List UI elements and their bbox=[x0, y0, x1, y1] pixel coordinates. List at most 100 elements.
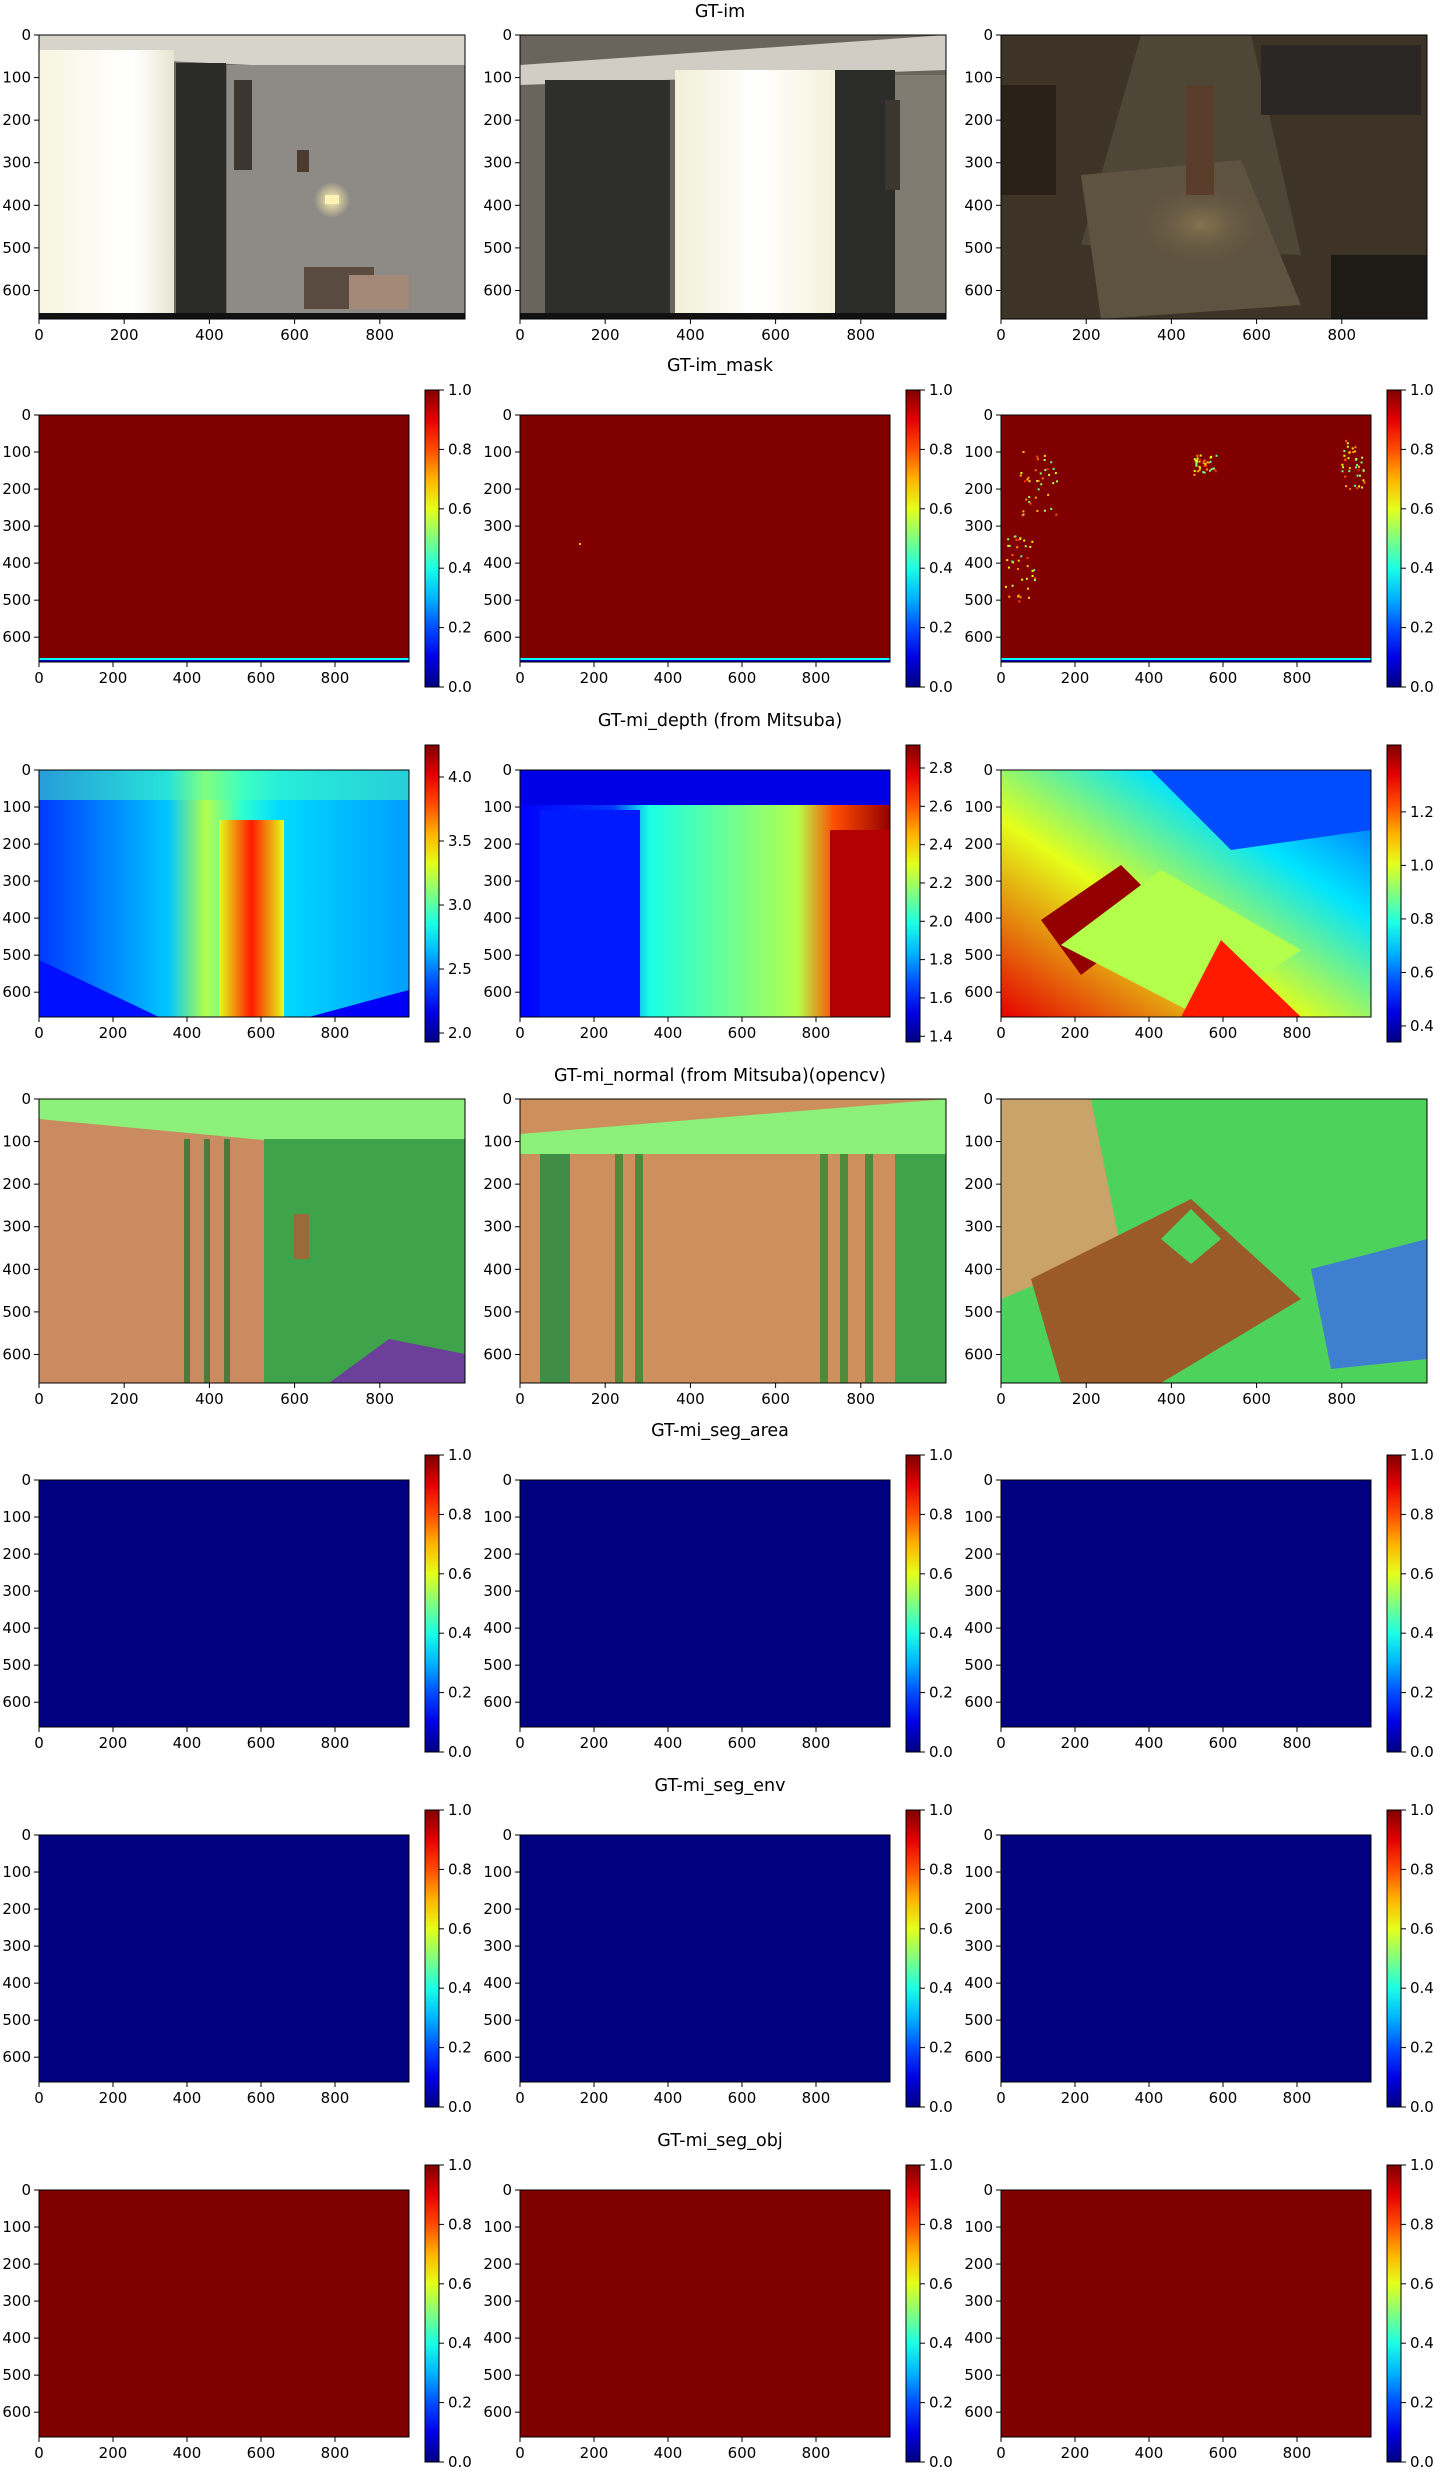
x-tick-label: 400 bbox=[173, 2444, 202, 2462]
colorbar-tick-label: 0.8 bbox=[929, 1505, 953, 1523]
y-tick-label: 0 bbox=[502, 406, 512, 424]
colorbar-tick-label: 1.0 bbox=[929, 2156, 953, 2174]
panel-image bbox=[39, 1480, 409, 1727]
x-tick-label: 200 bbox=[580, 2444, 609, 2462]
colorbar: 1.4 1.6 1.8 2.0 2.2 2.4 2.6 2.8 bbox=[905, 744, 953, 1045]
y-tick-label: 0 bbox=[983, 2181, 993, 2199]
subplot-panel: 0 200 400 600 80001002003004005006000.00.20.… bbox=[2, 1801, 472, 2116]
y-tick-label: 500 bbox=[2, 1656, 31, 1674]
colorbar: 0.0 0.2 0.4 0.6 0.8 1.0 bbox=[905, 1801, 953, 2116]
colorbar-tick-label: 1.2 bbox=[1410, 803, 1434, 821]
axes-frame bbox=[38, 1479, 410, 1728]
colorbar-tick-label: 0.2 bbox=[448, 619, 472, 637]
y-tick-label: 100 bbox=[964, 798, 993, 816]
colorbar-tick-label: 0.4 bbox=[448, 559, 472, 577]
y-tick-label: 400 bbox=[483, 909, 512, 927]
x-tick-label: 200 bbox=[1061, 2444, 1090, 2462]
colorbar-tick-label: 0.6 bbox=[1410, 1565, 1434, 1583]
colorbar-ramp bbox=[905, 744, 921, 1043]
y-tick-label: 500 bbox=[483, 2366, 512, 2384]
x-tick-label: 400 bbox=[1135, 1024, 1164, 1042]
x-tick-label: 800 bbox=[321, 2089, 350, 2107]
y-tick-label: 0 bbox=[21, 761, 31, 779]
x-tick-label: 200 bbox=[591, 1390, 620, 1408]
colorbar-tick-label: 0.6 bbox=[929, 500, 953, 518]
subplot-panel: 0 200 400 600 80001002003004005006000.00.20.… bbox=[964, 381, 1434, 696]
x-tick-label: 800 bbox=[321, 669, 350, 687]
colorbar-tick-label: 0.8 bbox=[929, 440, 953, 458]
x-tick-label: 0 bbox=[996, 1024, 1006, 1042]
y-tick-label: 200 bbox=[483, 1545, 512, 1563]
colorbar-tick-label: 2.0 bbox=[448, 1024, 472, 1042]
y-tick-label: 400 bbox=[483, 196, 512, 214]
panel-image bbox=[1001, 415, 1371, 662]
colorbar: 0.0 0.2 0.4 0.6 0.8 1.0 bbox=[424, 2156, 472, 2471]
x-tick-label: 400 bbox=[173, 1734, 202, 1752]
x-tick-label: 600 bbox=[1209, 669, 1238, 687]
axes-frame bbox=[519, 34, 947, 320]
x-tick-label: 200 bbox=[99, 2089, 128, 2107]
y-tick-label: 300 bbox=[964, 517, 993, 535]
x-tick-label: 200 bbox=[110, 326, 139, 344]
subplot-panel: 0 200 400 600 80001002003004005006000.00.20.… bbox=[483, 381, 953, 696]
axes-frame bbox=[1000, 1834, 1372, 2083]
y-tick-label: 600 bbox=[964, 2048, 993, 2066]
y-tick-label: 200 bbox=[2, 2255, 31, 2273]
y-tick-label: 500 bbox=[2, 2011, 31, 2029]
y-tick-label: 400 bbox=[2, 1260, 31, 1278]
colorbar-tick-label: 0.0 bbox=[929, 2098, 953, 2116]
colorbar: 0.0 0.2 0.4 0.6 0.8 1.0 bbox=[424, 381, 472, 696]
y-tick-label: 0 bbox=[502, 2181, 512, 2199]
y-tick-label: 200 bbox=[964, 480, 993, 498]
colorbar-tick-label: 0.6 bbox=[1410, 500, 1434, 518]
subplot-panel: 0 200 400 600 800 0 100 200 300 400 500 600 bbox=[483, 1090, 947, 1408]
x-tick-label: 0 bbox=[515, 2089, 525, 2107]
x-tick-label: 600 bbox=[1209, 2444, 1238, 2462]
panel-image bbox=[1001, 35, 1427, 319]
y-tick-label: 100 bbox=[2, 69, 31, 87]
panel-image bbox=[1001, 2190, 1371, 2437]
axes-frame bbox=[38, 34, 466, 320]
y-tick-label: 500 bbox=[964, 2366, 993, 2384]
y-tick-label: 400 bbox=[964, 909, 993, 927]
colorbar-tick-label: 0.0 bbox=[1410, 1743, 1434, 1761]
colorbar-tick-label: 0.0 bbox=[1410, 678, 1434, 696]
panel-image bbox=[520, 1835, 890, 2082]
panel-image bbox=[1001, 1480, 1371, 1727]
colorbar-tick-label: 1.0 bbox=[929, 381, 953, 399]
row-title: GT-im_mask bbox=[667, 356, 774, 376]
x-tick-label: 600 bbox=[728, 669, 757, 687]
colorbar-tick-label: 1.8 bbox=[929, 951, 953, 969]
colorbar-tick-label: 1.0 bbox=[929, 1801, 953, 1819]
panel-image bbox=[39, 35, 465, 319]
x-tick-label: 400 bbox=[1157, 1390, 1186, 1408]
axes-frame bbox=[1000, 1098, 1428, 1384]
x-tick-label: 600 bbox=[1209, 1734, 1238, 1752]
x-tick-label: 400 bbox=[676, 326, 705, 344]
colorbar-tick-label: 0.2 bbox=[929, 1684, 953, 1702]
colorbar-tick-label: 0.8 bbox=[448, 2215, 472, 2233]
colorbar-ramp bbox=[424, 1454, 440, 1753]
x-tick-label: 0 bbox=[515, 1390, 525, 1408]
y-tick-label: 100 bbox=[964, 69, 993, 87]
x-tick-label: 400 bbox=[654, 1734, 683, 1752]
y-tick-label: 200 bbox=[2, 1545, 31, 1563]
x-tick-label: 600 bbox=[728, 2444, 757, 2462]
colorbar-tick-label: 0.6 bbox=[929, 1565, 953, 1583]
y-tick-label: 300 bbox=[2, 517, 31, 535]
colorbar-tick-label: 0.6 bbox=[1410, 1920, 1434, 1938]
axes-frame bbox=[1000, 414, 1372, 663]
y-tick-label: 500 bbox=[483, 2011, 512, 2029]
y-tick-label: 500 bbox=[483, 946, 512, 964]
y-tick-label: 400 bbox=[483, 1974, 512, 1992]
panel-image bbox=[520, 415, 890, 662]
y-tick-label: 100 bbox=[2, 1863, 31, 1881]
panel-image bbox=[520, 1099, 946, 1383]
y-tick-label: 200 bbox=[483, 1175, 512, 1193]
y-tick-label: 200 bbox=[2, 1900, 31, 1918]
x-tick-label: 600 bbox=[247, 1734, 276, 1752]
colorbar-tick-label: 0.2 bbox=[448, 1684, 472, 1702]
colorbar-tick-label: 0.0 bbox=[929, 2453, 953, 2471]
y-tick-label: 0 bbox=[502, 26, 512, 44]
x-tick-label: 400 bbox=[1135, 2444, 1164, 2462]
